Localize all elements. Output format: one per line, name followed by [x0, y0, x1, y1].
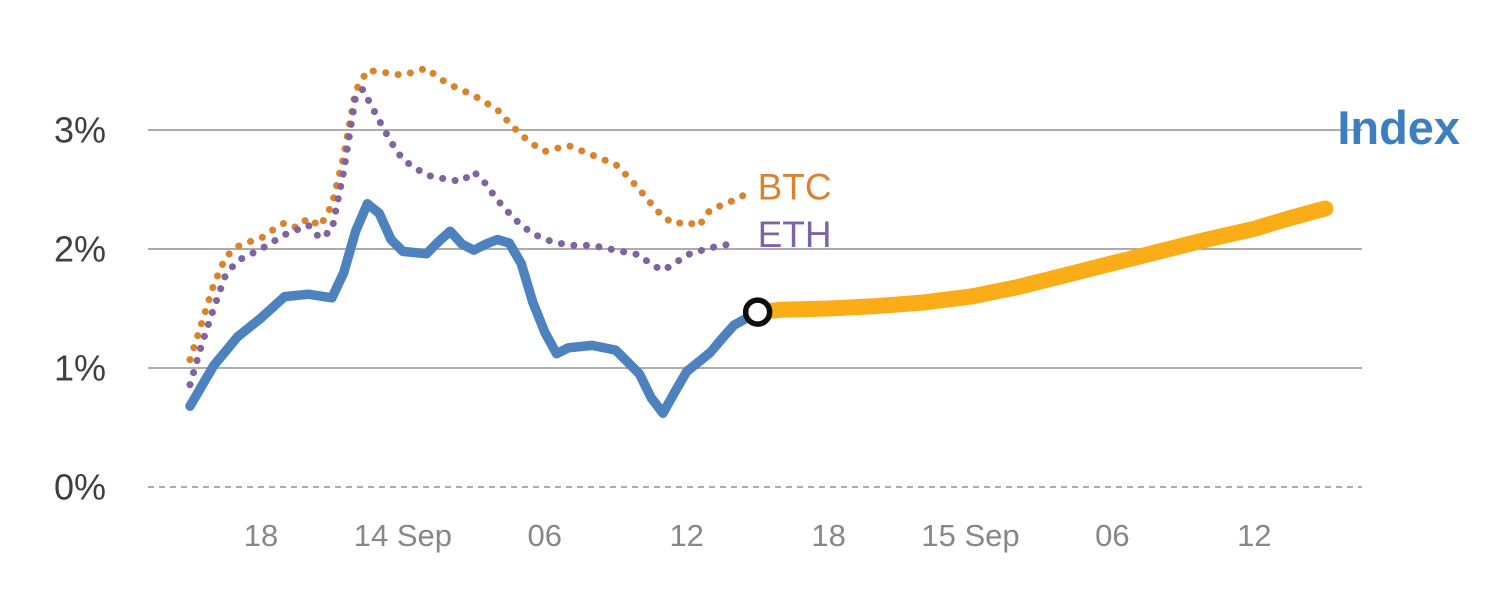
index-label: Index	[1337, 101, 1460, 154]
x-tick-label: 06	[1095, 518, 1129, 553]
x-tick-label: 06	[528, 518, 562, 553]
index-forecast-line	[749, 200, 1334, 321]
x-tick-label: 12	[1237, 518, 1271, 553]
x-tick-label: 14 Sep	[354, 518, 452, 553]
eth-label: ETH	[758, 214, 832, 255]
current-value-marker	[742, 297, 773, 327]
btc-line	[186, 64, 750, 364]
btc-label: BTC	[758, 167, 832, 208]
x-tick-label: 12	[669, 518, 703, 553]
x-tick-label: 15 Sep	[921, 518, 1019, 553]
y-tick-label: 0%	[54, 467, 106, 508]
x-tick-label: 18	[244, 518, 278, 553]
y-tick-label: 2%	[54, 229, 106, 270]
eth-line	[186, 86, 733, 389]
x-tick-label: 18	[811, 518, 845, 553]
y-tick-label: 1%	[54, 348, 106, 389]
index-line	[185, 199, 763, 418]
y-tick-label: 3%	[54, 110, 106, 151]
